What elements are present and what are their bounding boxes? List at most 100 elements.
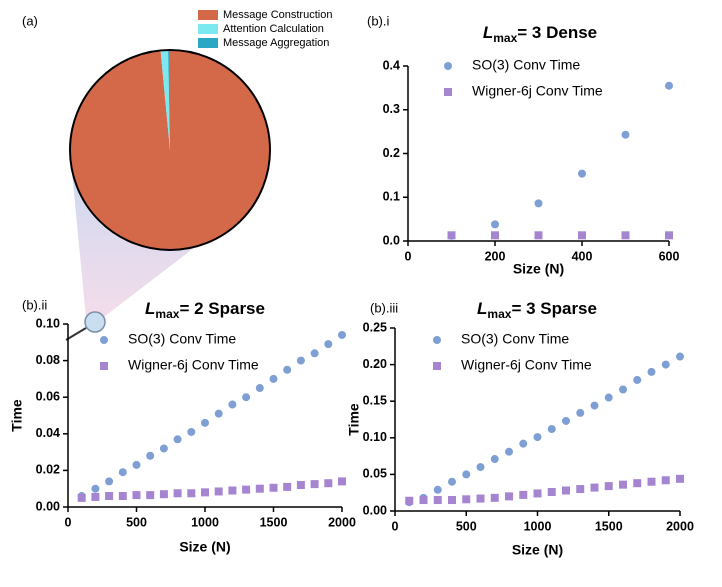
data-point xyxy=(619,385,627,394)
data-point xyxy=(448,477,456,486)
x-tick-label: 400 xyxy=(572,249,593,263)
data-point xyxy=(146,491,155,500)
legend-marker xyxy=(433,362,441,370)
y-axis-label: Time xyxy=(346,403,362,436)
zoom-handle xyxy=(65,327,87,341)
data-point xyxy=(214,409,223,418)
data-point xyxy=(324,479,333,488)
x-tick-label: 1000 xyxy=(191,515,219,529)
data-point xyxy=(228,486,237,495)
title-symbol: L xyxy=(145,299,155,318)
legend-swatch xyxy=(198,10,218,20)
data-point xyxy=(447,231,456,240)
legend-marker xyxy=(100,336,108,344)
legend-marker xyxy=(444,62,452,70)
y-tick-label: 0.4 xyxy=(383,58,400,72)
legend-marker xyxy=(100,362,108,370)
x-tick-label: 2000 xyxy=(328,515,356,529)
data-point xyxy=(201,418,209,427)
data-point xyxy=(77,493,86,502)
data-point xyxy=(419,496,428,505)
data-point xyxy=(405,496,414,505)
data-point xyxy=(269,374,278,383)
data-point xyxy=(633,479,642,488)
data-point xyxy=(665,81,673,90)
legend-marker xyxy=(444,88,452,96)
data-point xyxy=(118,492,127,501)
y-tick-label: 0.02 xyxy=(36,463,60,477)
title-subscript: max xyxy=(487,307,511,321)
y-tick-label: 0.00 xyxy=(36,499,60,513)
data-point xyxy=(490,455,499,464)
x-tick-label: 500 xyxy=(456,519,477,533)
data-point xyxy=(647,367,656,376)
pie-outline xyxy=(69,49,271,251)
x-axis-label: Size (N) xyxy=(179,539,230,555)
legend-marker xyxy=(433,336,441,344)
pie-slice xyxy=(160,50,170,151)
panel-label: (b).iii xyxy=(370,300,398,315)
data-point xyxy=(132,491,141,500)
data-point xyxy=(519,439,528,448)
data-point xyxy=(242,485,251,494)
data-point xyxy=(283,365,292,374)
chart-title: Lmax= 2 Sparse xyxy=(145,299,265,321)
data-point xyxy=(533,489,542,498)
x-tick-label: 1000 xyxy=(524,519,552,533)
data-point xyxy=(296,356,305,365)
x-tick-label: 500 xyxy=(126,515,147,529)
y-tick-label: 0.06 xyxy=(36,389,60,403)
y-tick-label: 0.25 xyxy=(363,320,387,334)
data-point xyxy=(201,488,209,497)
data-point xyxy=(118,468,127,477)
data-point xyxy=(324,340,333,349)
y-tick-label: 0.0 xyxy=(383,233,400,247)
data-point xyxy=(578,231,586,240)
data-point xyxy=(105,477,114,486)
data-point xyxy=(187,489,196,498)
chart-title: Lmax= 3 Dense xyxy=(483,23,597,45)
data-point xyxy=(621,130,630,139)
legend-swatch xyxy=(198,24,218,34)
data-point xyxy=(491,231,499,240)
title-symbol: L xyxy=(483,23,493,42)
data-point xyxy=(476,463,485,472)
pie-slice xyxy=(69,50,270,251)
y-tick-label: 0.20 xyxy=(363,357,387,371)
data-point xyxy=(578,169,586,178)
data-point xyxy=(476,494,485,503)
legend-label: SO(3) Conv Time xyxy=(472,57,580,73)
panel-label: (b).ii xyxy=(22,297,47,312)
data-point xyxy=(676,352,684,361)
data-point xyxy=(228,400,237,409)
y-tick-label: 0.2 xyxy=(383,146,400,160)
data-point xyxy=(132,460,141,469)
data-point xyxy=(448,496,456,505)
title-rest: = 2 Sparse xyxy=(179,299,265,318)
data-point xyxy=(173,489,182,498)
data-point xyxy=(590,401,599,410)
data-point xyxy=(146,451,155,460)
legend-label: Wigner-6j Conv Time xyxy=(128,357,259,373)
legend-label: Wigner-6j Conv Time xyxy=(472,83,603,99)
pie-slice xyxy=(168,50,170,150)
data-point xyxy=(665,231,673,240)
y-tick-label: 0.08 xyxy=(36,353,60,367)
data-point xyxy=(173,435,182,444)
data-point xyxy=(462,470,471,479)
data-point xyxy=(533,433,542,442)
data-point xyxy=(590,483,599,492)
data-point xyxy=(296,481,305,490)
data-point xyxy=(519,490,528,499)
title-symbol: L xyxy=(477,299,487,318)
chart-title: Lmax= 3 Sparse xyxy=(477,299,597,321)
data-point xyxy=(283,482,292,491)
data-point xyxy=(105,492,114,501)
data-point xyxy=(562,486,570,495)
title-rest: = 3 Sparse xyxy=(511,299,597,318)
magnifier xyxy=(84,311,106,333)
data-point xyxy=(576,408,585,417)
data-point xyxy=(661,360,670,369)
data-point xyxy=(338,330,346,339)
